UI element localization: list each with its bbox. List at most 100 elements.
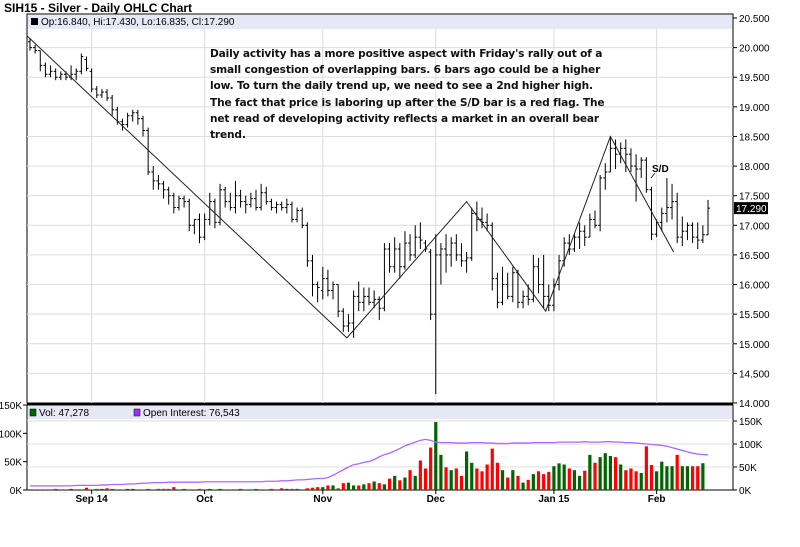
ohlc-bar: [171, 192, 176, 214]
volume-bar: [95, 488, 99, 490]
volume-bar: [639, 473, 643, 490]
ohlc-bar: [105, 89, 110, 101]
volume-bar: [187, 489, 191, 490]
ohlc-bar: [367, 287, 371, 306]
price-axis-label: 17.500: [739, 192, 770, 203]
vol-axis-label: 150K: [0, 401, 22, 412]
ohlc-bar: [361, 287, 366, 312]
oi-axis-label: 100K: [739, 440, 763, 451]
volume-bar: [634, 471, 638, 490]
volume-bar: [423, 468, 428, 490]
ohlc-bar: [182, 195, 187, 208]
volume-bar: [619, 464, 623, 490]
price-axis-label: 19.000: [739, 103, 770, 114]
ohlc-bar: [469, 207, 474, 261]
volume-bar: [269, 488, 274, 490]
volume-bar: [449, 470, 453, 490]
ohlc-bar: [74, 68, 79, 81]
volume-bar: [48, 489, 53, 490]
ohlc-bar: [695, 222, 700, 249]
volume-bar: [290, 488, 294, 490]
volume-bar: [69, 488, 73, 490]
volume-bar: [387, 478, 392, 490]
x-axis-label: Dec: [427, 494, 446, 505]
ohlc-bar: [130, 109, 135, 122]
volume-bar: [367, 483, 371, 490]
volume-bar: [357, 485, 361, 490]
volume-bar: [577, 475, 582, 490]
ohlc-bar: [223, 186, 228, 208]
volume-bar: [398, 480, 402, 490]
ohlc-bar: [598, 174, 603, 232]
volume-bar: [295, 488, 299, 490]
ohlc-bar: [587, 213, 592, 238]
volume-bar: [439, 454, 443, 490]
ohlc-bar: [33, 44, 38, 54]
volume-bar: [495, 462, 500, 490]
volume-bar: [218, 488, 222, 490]
volume-bar: [54, 488, 58, 490]
price-axis-label: 18.000: [739, 162, 770, 173]
ohlc-bar: [38, 50, 43, 72]
ohlc-bar: [582, 225, 587, 247]
ohlc-bar: [664, 177, 669, 223]
oi-axis-label: 50K: [739, 463, 757, 474]
ohlc-bar: [408, 234, 413, 261]
volume-bar: [526, 479, 530, 490]
volume-bar: [341, 483, 345, 490]
volume-bar: [470, 462, 474, 490]
ohlc-bar: [289, 201, 294, 223]
vol-legend-swatch: [29, 408, 37, 417]
volume-bar: [208, 488, 212, 490]
ohlc-bar: [248, 192, 253, 208]
ohlc-bar: [141, 115, 145, 137]
ohlc-bar: [680, 216, 685, 247]
ohlc-bar: [670, 183, 675, 220]
vol-axis-label: 100K: [0, 429, 22, 440]
ohlc-bar: [480, 207, 484, 229]
ohlc-bar: [659, 207, 664, 232]
ohlc-bar: [685, 222, 690, 241]
ohlc-bar: [634, 154, 639, 202]
ohlc-bar: [284, 198, 289, 214]
volume-bar: [500, 470, 505, 490]
volume-bar: [660, 461, 664, 490]
ohlc-bar: [690, 222, 695, 244]
volume-bar: [649, 465, 654, 490]
volume-bar: [90, 489, 94, 490]
ohlc-bar: [341, 308, 346, 332]
oi-legend: Open Interest: 76,543: [143, 408, 240, 419]
volume-bar: [542, 474, 546, 490]
ohlc-bar: [454, 234, 459, 261]
ohlc-bar: [28, 38, 32, 51]
ohlc-bar: [151, 166, 156, 190]
ohlc-bar: [176, 195, 181, 211]
volume-bar: [680, 466, 684, 490]
volume-bar: [305, 488, 309, 490]
volume-bar: [38, 489, 42, 490]
volume-bar: [192, 489, 196, 490]
volume-bar: [362, 484, 366, 490]
volume-bar: [644, 446, 648, 490]
volume-bar: [567, 468, 571, 490]
ohlc-bar: [166, 186, 171, 205]
volume-bar: [490, 448, 494, 490]
price-axis-label: 14.000: [739, 399, 770, 410]
volume-bar: [629, 468, 633, 490]
ohlc-bar: [428, 249, 433, 321]
volume-bar: [161, 488, 166, 490]
ohlc-bar: [43, 62, 48, 78]
volume-bar: [249, 489, 253, 490]
ohlc-bar: [433, 234, 438, 395]
last-price-label: 17.290: [736, 204, 767, 215]
ohlc-bar: [505, 272, 510, 300]
ohlc-bar: [110, 95, 115, 116]
ohlc-bar: [423, 240, 428, 252]
volume-bar: [557, 463, 561, 490]
oi-legend-swatch: [133, 408, 141, 417]
ohlc-bar: [94, 86, 99, 98]
ohlc-bar: [700, 225, 705, 244]
ohlc-bar: [521, 290, 526, 309]
sd-label: S/D: [652, 164, 669, 175]
volume-bar: [690, 466, 695, 490]
